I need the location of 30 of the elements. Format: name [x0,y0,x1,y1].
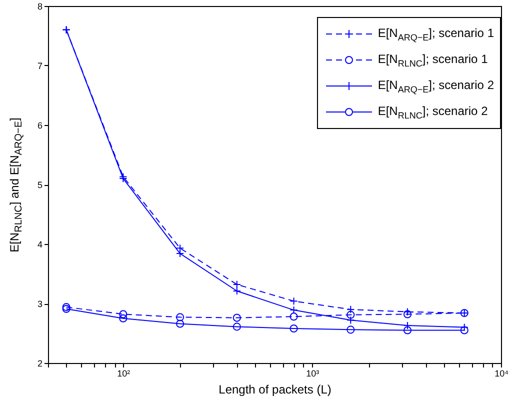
y-tick-label: 5 [37,180,42,190]
x-axis-title: Length of packets (L) [218,382,332,396]
point [119,310,128,318]
y-tick-label: 2 [37,358,42,368]
point [460,326,468,334]
point [403,310,412,318]
legend-label: E[N$_{ARQ−E}$]; scenario 1 [378,26,494,42]
point [176,313,184,322]
legend-label: E[N$_{ARQ−E}$]; scenario 2 [378,78,494,94]
point [232,314,241,322]
point [346,310,355,319]
y-tick-label: 3 [37,299,42,309]
legend-label: E[N$_{RLNC}$]; scenario 1 [378,52,488,68]
point [346,326,355,334]
x-tick-label: 10² [117,368,130,378]
x-tick-label: 10⁴ [494,368,509,378]
y-tick-label: 6 [37,120,42,130]
y-tick-label: 8 [37,2,42,12]
y-tick-label: 4 [37,240,42,250]
point [176,244,184,252]
y-tick-label: 7 [37,61,42,71]
point [119,314,128,322]
point [232,322,241,331]
legend-label: E[N$_{RLNC}$]; scenario 2 [378,104,488,120]
point [290,324,298,333]
point [403,326,412,334]
point [290,312,298,321]
x-tick-label: 10³ [306,368,320,378]
point [290,297,298,306]
point [176,320,184,328]
